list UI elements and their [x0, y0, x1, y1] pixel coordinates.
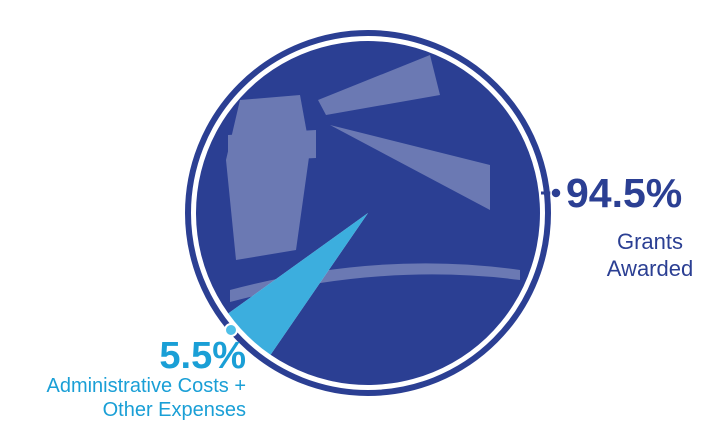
pie-slice — [228, 213, 368, 355]
leader-dot — [550, 187, 562, 199]
category-label: Grants Awarded — [606, 229, 694, 281]
leader-dot — [224, 323, 238, 337]
lighthouse-art — [226, 55, 520, 302]
value-label: 5.5% — [159, 335, 246, 377]
outer-ring — [185, 30, 551, 396]
category-label: Administrative Costs + Other Expenses — [46, 375, 246, 421]
value-label: 94.5% — [566, 170, 683, 216]
pie-slice — [195, 40, 540, 385]
